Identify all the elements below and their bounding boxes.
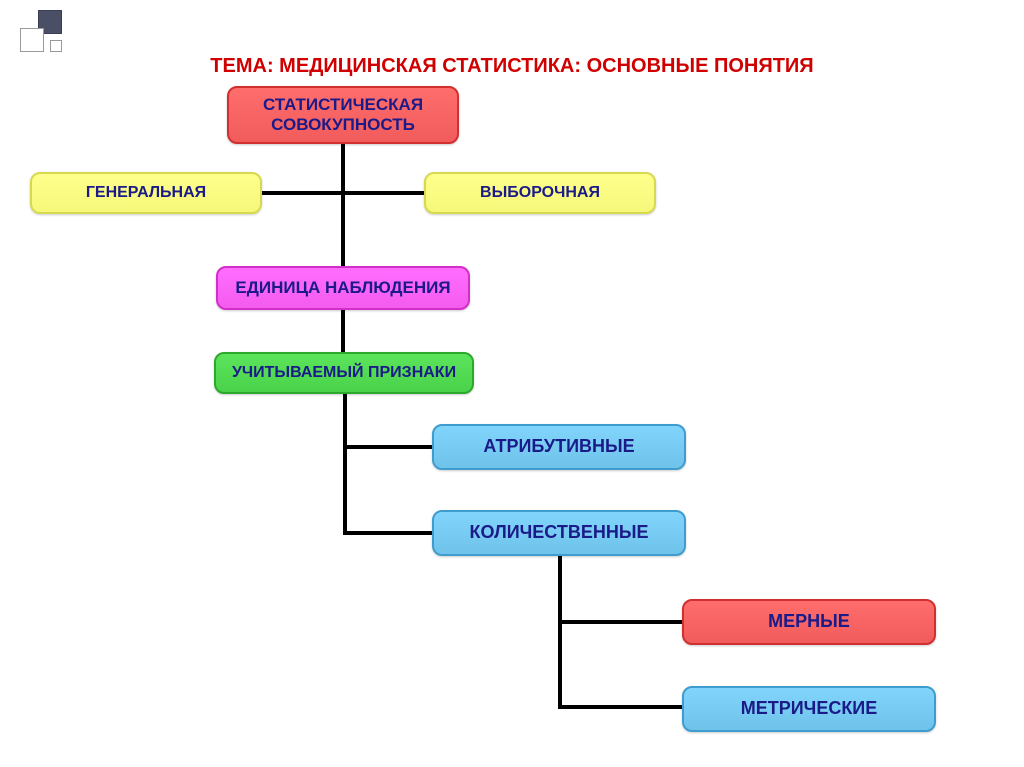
connector-line <box>343 531 432 535</box>
deco-square-icon <box>50 40 62 52</box>
node-metric: МЕТРИЧЕСКИЕ <box>682 686 936 732</box>
deco-square-icon <box>20 28 44 52</box>
node-root: СТАТИСТИЧЕСКАЯ СОВОКУПНОСТЬ <box>227 86 459 144</box>
node-attributive: АТРИБУТИВНЫЕ <box>432 424 686 470</box>
node-general: ГЕНЕРАЛЬНАЯ <box>30 172 262 214</box>
node-measured: МЕРНЫЕ <box>682 599 936 645</box>
slide-title: ТЕМА: МЕДИЦИНСКАЯ СТАТИСТИКА: ОСНОВНЫЕ П… <box>0 55 1024 78</box>
connector-line <box>262 191 424 195</box>
connector-line <box>343 445 432 449</box>
node-attr: УЧИТЫВАЕМЫЙ ПРИЗНАКИ <box>214 352 474 394</box>
connector-line <box>341 310 345 352</box>
connector-line <box>558 620 682 624</box>
node-sample: ВЫБОРОЧНАЯ <box>424 172 656 214</box>
slide-stage: ТЕМА: МЕДИЦИНСКАЯ СТАТИСТИКА: ОСНОВНЫЕ П… <box>0 0 1024 767</box>
connector-line <box>343 394 347 533</box>
connector-line <box>558 705 682 709</box>
node-unit: ЕДИНИЦА НАБЛЮДЕНИЯ <box>216 266 470 310</box>
connector-line <box>341 144 345 266</box>
connector-line <box>558 556 562 707</box>
node-quantitative: КОЛИЧЕСТВЕННЫЕ <box>432 510 686 556</box>
